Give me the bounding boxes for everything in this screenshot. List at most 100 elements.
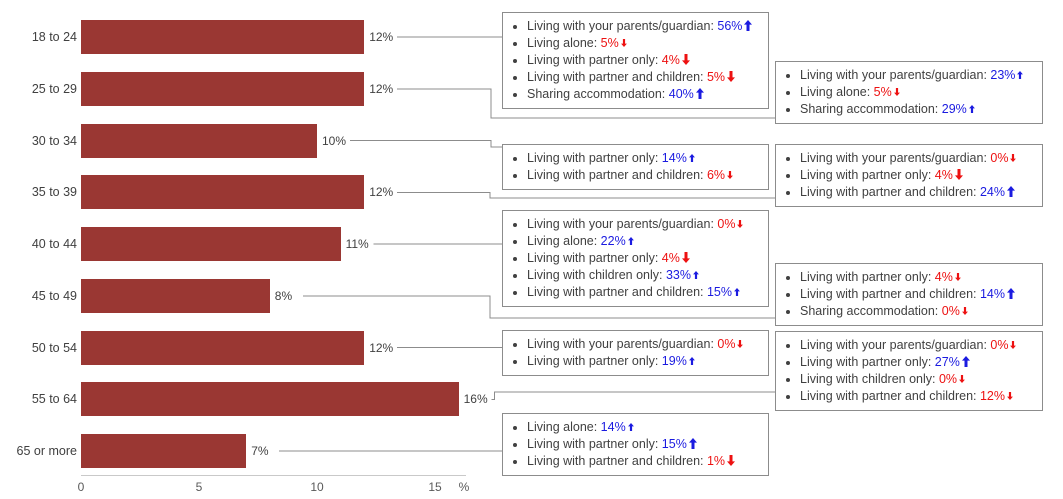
callout-item-list: Living with partner only: 14% Living with… (503, 150, 768, 184)
value-label: 12% (369, 185, 394, 200)
item-label: Living with partner only: (527, 437, 662, 451)
x-axis-unit-label: % (458, 480, 470, 494)
item-value: 0% (990, 151, 1017, 165)
item-value: 14% (662, 151, 695, 165)
item-value: 4% (662, 53, 690, 67)
trend-up-icon (627, 237, 634, 245)
bar[interactable] (81, 382, 459, 417)
trend-up-icon (744, 20, 753, 31)
callout-item: Living alone: 14% (527, 419, 760, 436)
callout-item-list: Living with your parents/guardian: 56%Li… (503, 18, 768, 103)
item-value: 0% (942, 304, 968, 318)
trend-up-icon (968, 105, 975, 113)
connector-line (397, 191, 775, 199)
callout-item: Living with your parents/guardian: 0% (800, 337, 1034, 354)
callout-item: Living with partner and children: 12% (800, 388, 1034, 405)
item-value: 15% (662, 437, 697, 451)
trend-down-icon (893, 88, 900, 96)
item-value: 33% (666, 268, 699, 282)
item-label: Living with partner and children: (800, 185, 980, 199)
callout-item: Living with partner and children: 24% (800, 184, 1034, 201)
connector-line (350, 140, 502, 148)
trend-down-icon (737, 340, 744, 348)
item-label: Living with partner only: (527, 354, 662, 368)
item-label: Living with partner only: (527, 251, 662, 265)
callout-item: Living with your parents/guardian: 0% (800, 150, 1034, 167)
callout-item-list: Living with your parents/guardian: 0%Liv… (503, 336, 768, 370)
category-label: 55 to 64 (31, 392, 77, 407)
item-value: 29% (942, 102, 975, 116)
callout-item-list: Living with partner only: 4%Living with … (776, 269, 1042, 320)
trend-up-icon (688, 357, 695, 365)
category-label: 35 to 39 (31, 185, 77, 200)
callout-item: Sharing accommodation: 40% (527, 86, 760, 103)
value-label: 12% (369, 30, 394, 44)
bar[interactable] (81, 20, 365, 54)
item-value: 14% (601, 420, 634, 434)
callout-item: Living with children only: 0% (800, 371, 1034, 388)
item-value: 1% (707, 454, 736, 468)
item-value: 14% (980, 287, 1015, 301)
item-label: Living with partner and children: (800, 287, 980, 301)
trend-up-icon (688, 438, 697, 449)
item-label: Living with your parents/guardian: (527, 217, 718, 231)
callout-item-list: Living with your parents/guardian: 23%Li… (776, 67, 1042, 118)
trend-up-icon (1007, 288, 1015, 299)
callout-box: Living with your parents/guardian: 56%Li… (502, 12, 769, 109)
category-label: 30 to 34 (31, 133, 77, 148)
category-label: 18 to 24 (31, 30, 77, 44)
item-value: 4% (662, 251, 690, 265)
value-label: 11% (345, 237, 369, 251)
item-value: 0% (939, 372, 965, 386)
trend-down-icon (1007, 392, 1013, 400)
item-label: Sharing accommodation: (800, 102, 942, 116)
bar[interactable] (81, 434, 247, 468)
item-label: Living with your parents/guardian: (527, 337, 718, 351)
x-axis-tick-label: 0 (77, 480, 85, 494)
callout-box: Living alone: 14%Living with partner onl… (502, 413, 769, 476)
trend-up-icon (961, 356, 970, 367)
bar[interactable] (81, 175, 365, 210)
bar[interactable] (81, 278, 270, 313)
trend-down-icon (727, 71, 736, 82)
item-value: 19% (662, 354, 695, 368)
item-value: 0% (990, 338, 1017, 352)
callout-item-list: Living alone: 14%Living with partner onl… (503, 419, 768, 470)
trend-down-icon (620, 39, 627, 47)
item-label: Living alone: (527, 234, 601, 248)
item-value: 4% (935, 168, 963, 182)
callout-box: Living with your parents/guardian: 23%Li… (775, 61, 1043, 124)
callout-item: Living alone: 5% (800, 84, 1034, 101)
trend-down-icon (954, 169, 963, 180)
category-label: 50 to 54 (31, 340, 77, 355)
item-label: Living with partner and children: (527, 454, 707, 468)
bar[interactable] (81, 123, 317, 158)
callout-item-list: Living with your parents/guardian: 0%Liv… (776, 150, 1042, 201)
callout-item: Living with partner only: 15% (527, 436, 760, 453)
trend-up-icon (734, 288, 740, 296)
trend-down-icon (961, 307, 968, 315)
item-label: Living with your parents/guardian: (800, 68, 991, 82)
item-label: Living with partner and children: (527, 168, 707, 182)
trend-down-icon (1010, 154, 1017, 162)
trend-up-icon (695, 88, 704, 99)
trend-up-icon (688, 154, 695, 162)
item-label: Sharing accommodation: (800, 304, 942, 318)
category-label: 45 to 49 (31, 288, 77, 303)
value-label: 16% (463, 392, 488, 407)
item-value: 6% (707, 168, 733, 182)
callout-item: Living with your parents/guardian: 56% (527, 18, 760, 35)
bar[interactable] (81, 71, 365, 106)
trend-down-icon (727, 455, 736, 466)
item-label: Sharing accommodation: (527, 87, 669, 101)
callout-box: Living with your parents/guardian: 0% Liv… (775, 331, 1043, 411)
bar[interactable] (81, 227, 341, 261)
item-label: Living with partner and children: (800, 389, 980, 403)
callout-item: Living with partner and children: 15% (527, 284, 760, 301)
item-label: Living with partner only: (527, 151, 662, 165)
bar[interactable] (81, 330, 365, 365)
item-label: Living with your parents/guardian: (800, 151, 991, 165)
x-axis-tick-label: 15 (428, 480, 442, 494)
value-label: 8% (274, 288, 293, 303)
